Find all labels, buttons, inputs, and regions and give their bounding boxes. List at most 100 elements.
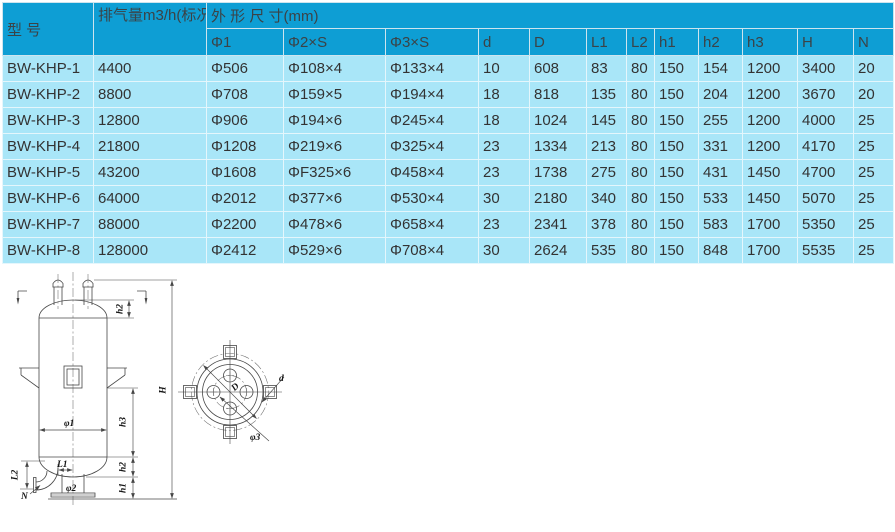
cell: 25 [852,211,895,238]
cell: 340 [586,185,627,212]
col-header-h2: h2 [698,28,743,56]
cell: 128000 [93,237,207,264]
dim-label-L2: L2 [11,469,21,481]
cell: 5070 [797,185,854,212]
cell: 4000 [797,107,854,134]
cell: 4170 [797,133,854,160]
col-header-D: D [529,28,587,56]
cell: 1200 [742,55,798,82]
cell: 80 [626,211,655,238]
cell: 1700 [742,237,798,264]
cell: 12800 [93,107,207,134]
cell: 150 [654,81,699,108]
cell: 154 [698,55,743,82]
cell: 535 [586,237,627,264]
cell: Φ1608 [206,159,284,186]
table-row: BW-KHP-6 64000 Φ2012 Φ377×6 Φ530×4 30 2180 340 8… [2,185,895,212]
cell: 25 [852,237,895,264]
table-row: BW-KHP-8 128000 Φ2412 Φ529×6 Φ708×4 30 2624 535… [2,237,895,264]
cell: BW-KHP-5 [2,159,94,186]
table-row: BW-KHP-1 4400 Φ506 Φ108×4 Φ133×4 10 608 83 80 150… [2,55,895,82]
cell: 80 [626,133,655,160]
cell: 2624 [529,237,587,264]
cell: 1450 [742,159,798,186]
cell: 64000 [93,185,207,212]
cell: Φ530×4 [385,185,479,212]
cell: Φ2200 [206,211,284,238]
cell: BW-KHP-3 [2,107,94,134]
cell: 25 [852,159,895,186]
col-header-dimensions-group: 外 形 尺 寸(mm) [205,2,895,29]
spec-table-body: BW-KHP-1 4400 Φ506 Φ108×4 Φ133×4 10 608 83 80 150… [2,55,895,264]
cell: Φ708×4 [385,237,479,264]
cell: 378 [586,211,627,238]
cell: 1334 [529,133,587,160]
top-view-dimensions: D d φ3 [203,365,285,443]
cell: 88000 [93,211,207,238]
cell: 23 [478,159,530,186]
col-header-h1: h1 [654,28,699,56]
cell: 150 [654,237,699,264]
dim-label-h1: h1 [119,483,129,493]
cell: Φ2412 [206,237,284,264]
cell: 150 [654,159,699,186]
dim-label-phi2: φ2 [66,484,77,494]
cell: BW-KHP-7 [2,211,94,238]
cell: Φ2012 [206,185,284,212]
cell: Φ478×6 [283,211,386,238]
cell: 1200 [742,133,798,160]
cell: 150 [654,55,699,82]
cell: 25 [852,107,895,134]
cell: 18 [478,81,530,108]
cell: 135 [586,81,627,108]
cell: 150 [654,133,699,160]
dim-label-h2-bottom: h2 [119,462,129,472]
cell: 8800 [93,81,207,108]
col-header-phi2s: Φ2×S [283,28,386,56]
cell: Φ325×4 [385,133,479,160]
cell: Φ458×4 [385,159,479,186]
cell: 275 [586,159,627,186]
cell: 25 [852,185,895,212]
cell: Φ194×6 [283,107,386,134]
cell: 145 [586,107,627,134]
spec-table-header: 型 号 排气量m3/h(标况) 外 形 尺 寸(mm) Φ1 Φ2×S Φ3×S… [2,2,895,56]
cell: 1738 [529,159,587,186]
col-header-d: d [478,28,530,56]
cell: BW-KHP-4 [2,133,94,160]
dim-label-H: H [159,386,169,395]
cell: Φ529×6 [283,237,386,264]
cell: 80 [626,159,655,186]
cell: 18 [478,107,530,134]
cell: 204 [698,81,743,108]
dim-label-h2-top: h2 [116,304,126,314]
cell: Φ159×5 [283,81,386,108]
col-header-h3: h3 [742,28,798,56]
vessel-side-view [16,272,177,506]
cell: 5350 [797,211,854,238]
cell: 533 [698,185,743,212]
cell: 21800 [93,133,207,160]
col-header-phi3s: Φ3×S [385,28,479,56]
side-view-dimensions: h2 φ1 h3 h2 h1 H L1 L2 N φ2 [11,279,177,502]
cell: 5535 [797,237,854,264]
cell: 83 [586,55,627,82]
cell: 150 [654,211,699,238]
cell: 80 [626,81,655,108]
col-header-phi1: Φ1 [206,28,284,56]
cell: 23 [478,211,530,238]
cell: ΦF325×6 [283,159,386,186]
cell: 30 [478,237,530,264]
spec-table: 型 号 排气量m3/h(标况) 外 形 尺 寸(mm) Φ1 Φ2×S Φ3×S… [2,2,895,264]
cell: Φ133×4 [385,55,479,82]
cell: 150 [654,107,699,134]
cell: 3400 [797,55,854,82]
cell: 608 [529,55,587,82]
dim-label-d: d [279,374,284,384]
cell: 1024 [529,107,587,134]
cell: 80 [626,185,655,212]
col-header-N: N [852,28,895,56]
dim-label-phi1: φ1 [64,419,74,429]
cell: Φ906 [206,107,284,134]
